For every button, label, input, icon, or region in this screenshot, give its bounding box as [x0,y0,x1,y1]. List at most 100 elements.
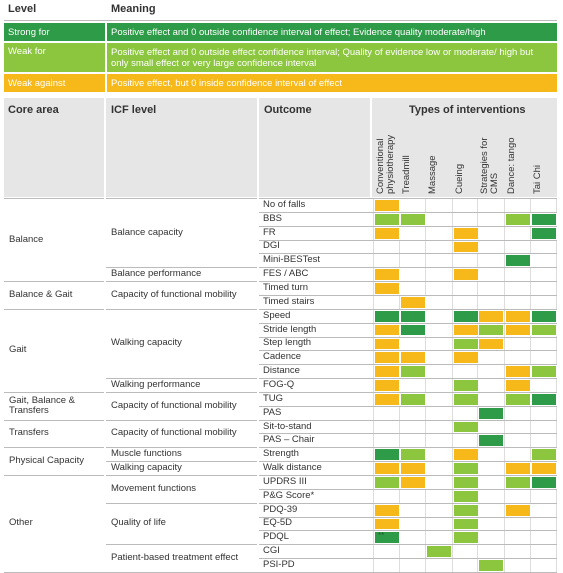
intervention-cell [374,379,400,392]
intervention-cell [374,503,400,517]
outcome-row-rule [259,433,557,435]
outcome-label: DGI [263,240,280,252]
outcome-row-rule [259,391,557,393]
outcome-row-rule [259,281,557,283]
outcome-label: PAS [263,406,282,418]
outcome-label: Sit-to-stand [263,420,312,432]
header-core-area-label: Core area [8,104,59,116]
outcome-row-rule [259,516,557,518]
note-mark: ** [378,531,385,541]
outcome-row-rule [259,294,557,296]
outcome-label: BBS [263,212,283,224]
core-area-label: Gait, Balance & Transfers [9,394,76,416]
outcome-label: Walk distance [263,462,322,474]
intervention-cell [453,337,479,351]
intervention-cell [505,476,531,489]
core-area-label: Balance & Gait [9,288,73,300]
outcome-label: Distance [263,365,300,377]
outcome-row-rule [259,364,557,366]
intervention-cell [374,337,400,351]
outcome-label: Mini-BESTest [263,254,321,266]
intervention-cell [374,531,400,545]
outcome-label: PDQ-39 [263,503,298,515]
outcome-row-rule [259,544,557,546]
icf-group-rule [106,502,257,504]
outcome-row-rule [259,488,557,490]
intervention-cell [374,199,400,212]
core-area-label: Other [9,517,33,529]
outcome-label: TUG [263,392,284,404]
header-types-label: Types of interventions [409,104,526,116]
grid-col-line [373,198,374,572]
intervention-cell [400,448,426,462]
intervention-cell [531,476,557,489]
intervention-header-5: Dance: tango [506,137,517,194]
intervention-cell [453,420,479,434]
outcome-row-rule [259,253,557,255]
core-group-rule [4,198,104,199]
header-outcome: Outcome [259,98,370,197]
outcome-label: Cadence [263,351,302,363]
core-area-label: Physical Capacity [9,455,84,467]
grid-col-line [556,198,557,572]
intervention-cell [453,489,479,503]
icf-level-label: Walking capacity [111,462,182,474]
intervention-cell [531,226,557,240]
intervention-cell [453,392,479,406]
icf-level-label: Movement functions [111,482,197,494]
core-group-rule [4,281,104,283]
intervention-cell [453,531,479,545]
intervention-cell [400,476,426,489]
icf-level-label: Capacity of functional mobility [111,427,237,439]
intervention-cell [531,309,557,323]
outcome-label: Strength [263,448,299,460]
outcome-row-rule [259,461,557,463]
outcome-label: PSI-PD [263,559,295,571]
intervention-cell [453,309,479,323]
intervention-cell [374,309,400,323]
intervention-cell [453,517,479,531]
intervention-cell [453,379,479,392]
outcome-label: FR [263,226,276,238]
intervention-cell [453,240,479,254]
intervention-header-1: Treadmill [401,155,412,194]
outcome-label: Stride length [263,323,317,335]
icf-group-rule [106,391,257,393]
outcome-label: PAS – Chair [263,434,315,446]
intervention-cell [478,434,504,448]
legend-level-header: Level [8,3,37,15]
intervention-cell [453,476,479,489]
intervention-cell [478,309,504,323]
intervention-cell [374,462,400,475]
intervention-cell [478,559,504,572]
legend-level-strong: Strong for [4,23,105,41]
outcome-label: Timed turn [263,282,309,294]
intervention-cell [531,392,557,406]
intervention-cell [374,517,400,531]
outcome-row-rule [259,239,557,241]
outcome-row-rule [259,378,557,380]
outcome-row-rule [259,502,557,504]
outcome-row-rule [259,558,557,560]
core-group-rule [4,475,104,476]
core-area-label: Gait [9,344,27,356]
outcome-row-rule [259,211,557,213]
outcome-label: Timed stairs [263,295,315,307]
intervention-cell [531,448,557,462]
intervention-cell [505,365,531,379]
header-core-area: Core area [4,98,104,197]
outcome-row-rule [259,308,557,310]
outcome-row-rule [259,350,557,352]
intervention-cell [505,462,531,475]
intervention-cell [374,351,400,365]
core-group-rule [4,447,104,449]
intervention-cell [453,351,479,365]
outcome-row-rule [259,447,557,449]
outcome-label: Speed [263,309,291,321]
intervention-header-2: Massage [427,155,438,194]
grid-col-line [452,198,453,572]
outcome-row-rule [259,475,557,476]
legend-meaning-weak-for: Positive effect and 0 outside effect con… [107,43,557,72]
core-group-rule [4,391,104,393]
intervention-header-0: Conventional physiotherapy [375,134,396,194]
